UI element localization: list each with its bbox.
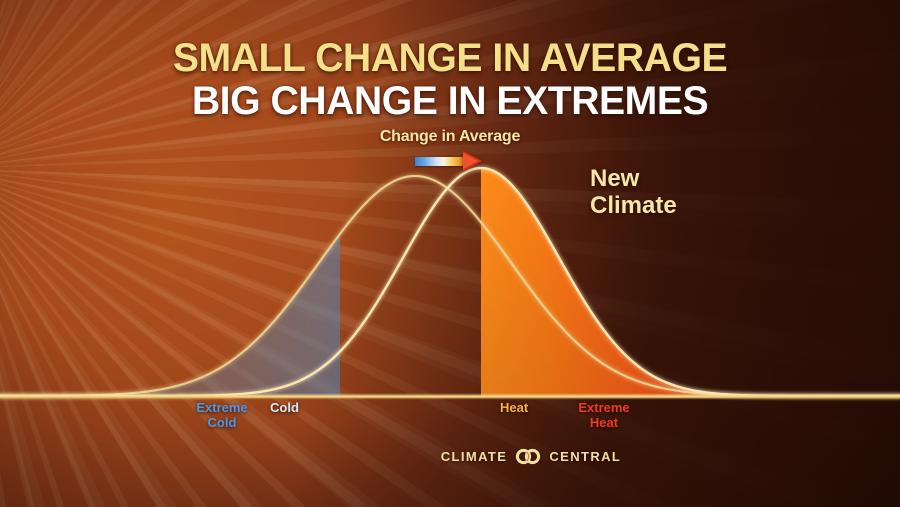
new-climate-line-1: New bbox=[590, 165, 640, 192]
title-line-2: BIG CHANGE IN EXTREMES bbox=[191, 79, 709, 123]
interlocking-rings-icon bbox=[516, 448, 541, 465]
page-title: SMALL CHANGE IN AVERAGE BIG CHANGE IN EX… bbox=[0, 38, 900, 121]
extreme-cold-area bbox=[0, 233, 340, 396]
logo-word-right: CENTRAL bbox=[549, 449, 622, 464]
arrow-shaft bbox=[415, 157, 467, 166]
label-cold-text: Cold bbox=[270, 400, 299, 415]
label-extreme-heat-line-2: Heat bbox=[589, 414, 619, 430]
change-in-average-label: Change in Average bbox=[379, 128, 521, 145]
label-cold: Cold bbox=[270, 400, 330, 416]
label-extreme-cold: Extreme Cold bbox=[182, 400, 262, 430]
new-climate-label: New Climate bbox=[590, 165, 770, 220]
new-climate-line-2: Climate bbox=[590, 191, 677, 219]
label-extreme-heat: Extreme Heat bbox=[561, 400, 647, 430]
logo-word-left: CLIMATE bbox=[440, 449, 508, 464]
label-heat-text: Heat bbox=[500, 400, 529, 415]
arrow-head-highlight bbox=[463, 153, 478, 169]
climate-central-logo: CLIMATE CENTRAL bbox=[81, 448, 900, 465]
chart-baseline bbox=[0, 393, 900, 400]
label-extreme-cold-line-2: Cold bbox=[207, 414, 237, 430]
title-line-1: SMALL CHANGE IN AVERAGE bbox=[172, 36, 728, 80]
change-in-average-arrow-icon bbox=[415, 151, 487, 171]
label-extreme-heat-line-1: Extreme bbox=[578, 400, 630, 415]
extreme-heat-area bbox=[481, 168, 900, 396]
label-extreme-cold-line-1: Extreme bbox=[196, 400, 248, 415]
label-heat: Heat bbox=[500, 400, 556, 416]
